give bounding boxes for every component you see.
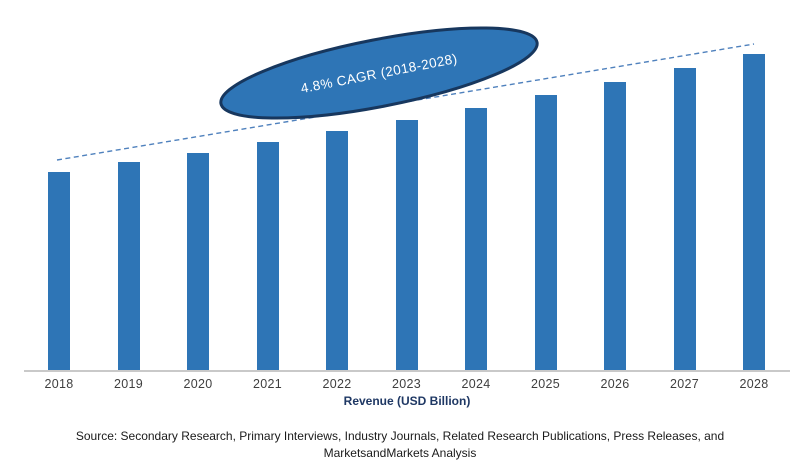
bar-2027 <box>673 68 696 370</box>
cagr-ellipse-group: 4.8% CAGR (2018-2028) <box>219 26 539 120</box>
cagr-label: 4.8% CAGR (2018-2028) <box>300 51 459 96</box>
bar-2021 <box>256 142 279 370</box>
x-tick-2025: 2025 <box>530 377 560 391</box>
source-line-1: Source: Secondary Research, Primary Inte… <box>75 429 725 443</box>
bar-2026 <box>604 82 626 370</box>
x-tick-2020: 2020 <box>183 377 213 391</box>
bar-2023 <box>395 120 418 370</box>
source-line-2: MarketsandMarkets Analysis <box>323 446 477 460</box>
bar-2024 <box>465 108 487 370</box>
x-axis-title: Revenue (USD Billion) <box>343 394 471 408</box>
bar-2018 <box>48 172 70 370</box>
bar-2019 <box>117 162 140 370</box>
x-tick-2023: 2023 <box>391 377 421 391</box>
bar-2025 <box>534 95 557 370</box>
bar-2028 <box>743 54 765 370</box>
x-tick-2024: 2024 <box>461 377 491 391</box>
cagr-ellipse <box>219 26 539 120</box>
x-tick-2021: 2021 <box>252 377 282 391</box>
x-tick-2028: 2028 <box>739 377 769 391</box>
bar-2022 <box>326 131 348 370</box>
x-tick-2022: 2022 <box>322 377 352 391</box>
source-note: Source: Secondary Research, Primary Inte… <box>0 428 800 462</box>
x-tick-2026: 2026 <box>600 377 630 391</box>
x-axis-line <box>24 370 790 372</box>
bar-2020 <box>187 153 209 370</box>
x-tick-2018: 2018 <box>44 377 74 391</box>
x-tick-2019: 2019 <box>113 377 143 391</box>
x-tick-2027: 2027 <box>669 377 699 391</box>
